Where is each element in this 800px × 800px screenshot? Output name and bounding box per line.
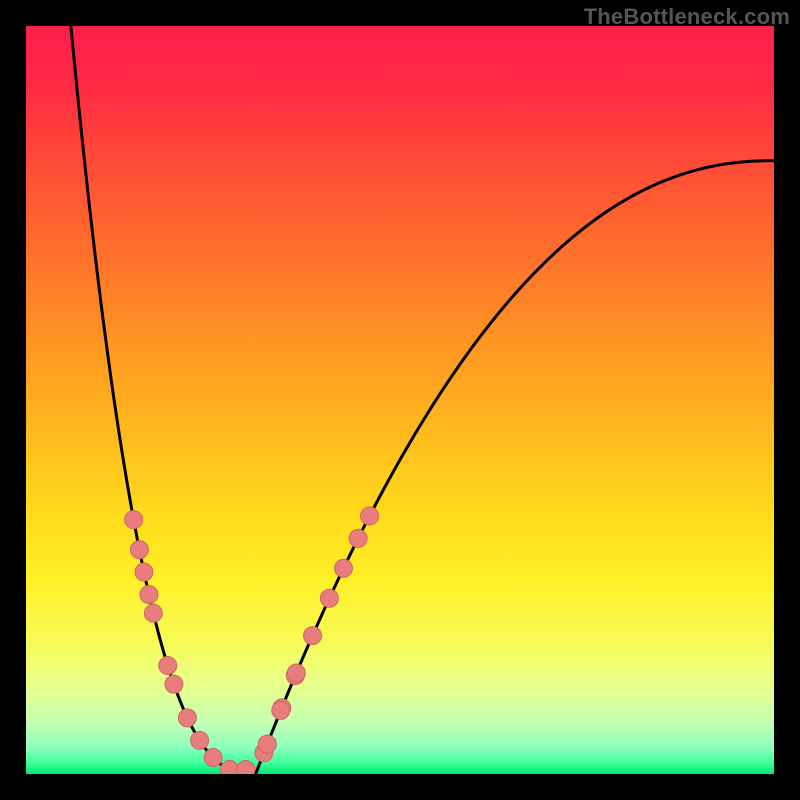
- curve-marker: [144, 604, 162, 622]
- curve-marker: [125, 511, 143, 529]
- gradient-background: [26, 26, 774, 774]
- curve-marker: [258, 735, 276, 753]
- curve-marker: [191, 731, 209, 749]
- curve-marker: [287, 664, 305, 682]
- curve-marker: [165, 675, 183, 693]
- curve-marker: [349, 529, 367, 547]
- curve-marker: [135, 563, 153, 581]
- bottleneck-chart: [0, 0, 800, 800]
- chart-frame: TheBottleneck.com: [0, 0, 800, 800]
- curve-marker: [178, 709, 196, 727]
- curve-marker: [304, 627, 322, 645]
- curve-marker: [140, 585, 158, 603]
- curve-marker: [272, 701, 290, 719]
- curve-marker: [361, 507, 379, 525]
- curve-marker: [159, 657, 177, 675]
- curve-marker: [130, 541, 148, 559]
- curve-marker: [204, 749, 222, 767]
- watermark-text: TheBottleneck.com: [584, 4, 790, 30]
- curve-marker: [334, 559, 352, 577]
- curve-marker: [320, 589, 338, 607]
